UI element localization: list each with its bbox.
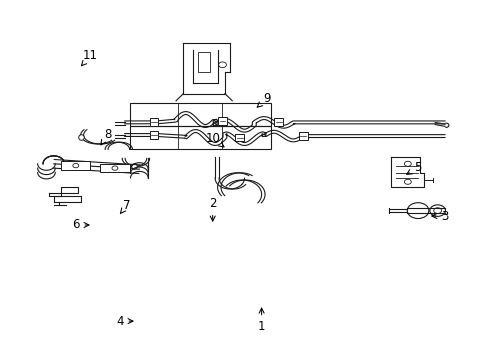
Text: 6: 6: [72, 219, 89, 231]
Text: 10: 10: [205, 132, 224, 147]
Text: 1: 1: [257, 308, 265, 333]
Bar: [129, 126, 271, 149]
Text: 5: 5: [406, 161, 421, 174]
Text: 3: 3: [431, 210, 448, 222]
Text: 2: 2: [208, 197, 216, 221]
Bar: [100, 164, 129, 172]
Text: 9: 9: [257, 93, 270, 107]
Text: 4: 4: [116, 315, 133, 328]
Text: 7: 7: [120, 199, 131, 213]
Bar: [298, 132, 307, 140]
Text: 8: 8: [101, 129, 111, 145]
Bar: [61, 161, 90, 170]
Bar: [274, 118, 283, 126]
Bar: [198, 52, 210, 72]
Bar: [129, 103, 271, 126]
Circle shape: [73, 163, 79, 168]
Text: 11: 11: [81, 49, 98, 66]
Bar: [149, 131, 158, 139]
Circle shape: [112, 166, 118, 170]
Bar: [235, 134, 244, 141]
Bar: [218, 117, 226, 125]
Bar: [149, 118, 158, 126]
